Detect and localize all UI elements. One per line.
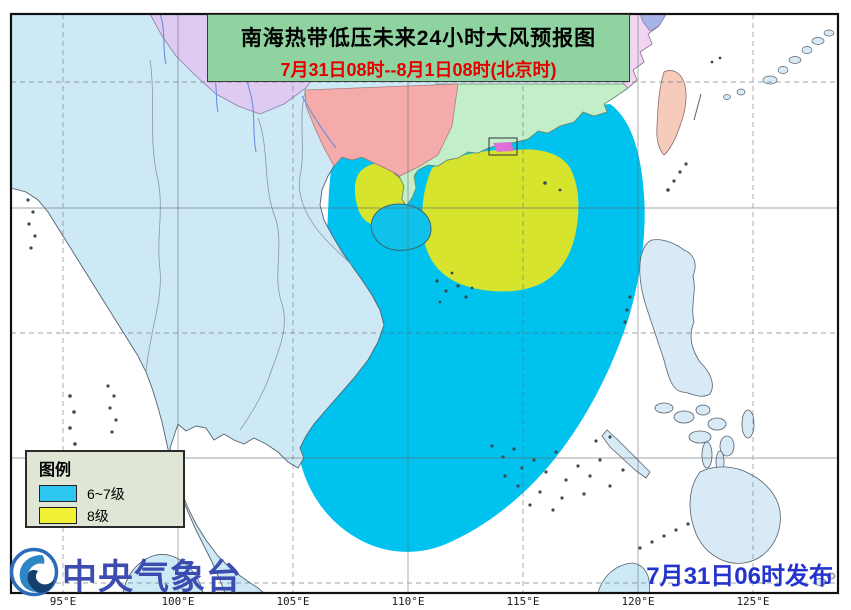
map-title: 南海热带低压未来24小时大风预报图	[240, 27, 597, 50]
region-borneo-tip	[597, 562, 651, 594]
region-mindanao	[689, 466, 781, 564]
title-box: 南海热带低压未来24小时大风预报图 7月31日08时--8月1日08时(北京时)	[207, 14, 630, 82]
region-visayas	[654, 402, 755, 474]
lon-label-110e: 110°E	[391, 595, 425, 608]
pearl-delta-patch	[493, 142, 514, 152]
cma-swirl-logo-icon	[8, 546, 60, 598]
lon-label-120e: 120°E	[621, 595, 655, 608]
lon-label-105e: 105°E	[276, 595, 310, 608]
lon-label-100e: 100°E	[161, 595, 195, 608]
legend-item-8: 8级	[39, 507, 183, 524]
lon-label-115e: 115°E	[506, 595, 540, 608]
map-subtitle: 7月31日08时--8月1日08时(北京时)	[280, 60, 557, 80]
legend-title: 图例	[39, 462, 72, 479]
region-taiwan	[656, 70, 687, 156]
wind-area-8-east	[422, 149, 579, 292]
country-borders	[145, 59, 353, 431]
legend-label-6-7: 6~7级	[87, 485, 125, 502]
legend-swatch-6-7	[39, 485, 77, 502]
agency-name: 中央气象台	[62, 558, 243, 597]
region-guangxi	[304, 83, 459, 177]
region-guangdong	[397, 83, 629, 207]
ryukyu-islands	[723, 29, 836, 586]
pearl-delta-marker-box	[488, 137, 518, 156]
region-hainan	[370, 203, 432, 251]
island-chain-line	[693, 93, 702, 121]
legend-label-8: 8级	[87, 507, 109, 524]
lon-label-95e: 95°E	[49, 595, 77, 608]
issue-time: 7月31日06时发布	[646, 563, 833, 590]
region-luzon	[639, 239, 713, 397]
legend-swatch-8	[39, 507, 77, 524]
legend-item-6-7: 6~7级	[39, 485, 183, 502]
lon-label-125e: 125°E	[736, 595, 770, 608]
legend-box: 图例 6~7级 8级	[25, 450, 185, 528]
